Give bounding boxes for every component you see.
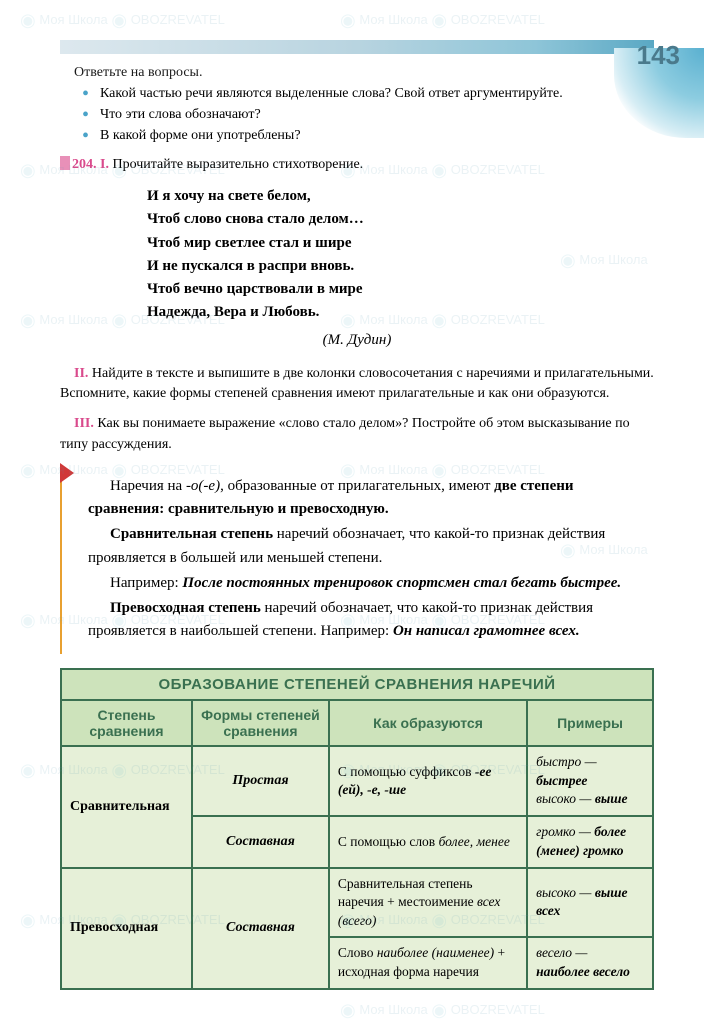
- page-content: 143 Ответьте на вопросы. Какой частью ре…: [0, 0, 704, 1010]
- table-header: Как образуются: [329, 700, 527, 746]
- degree-cell: Превосходная: [61, 868, 192, 988]
- poem-line: И не пускался в распри вновь.: [147, 255, 567, 278]
- table-row: Превосходная Составная Сравнительная сте…: [61, 868, 653, 937]
- questions-list: Какой частью речи являются выделенные сл…: [88, 83, 654, 146]
- questions-heading: Ответьте на вопросы.: [60, 62, 654, 83]
- table-header: Степень сравнения: [61, 700, 192, 746]
- task-ii: II. Найдите в тексте и выпишите в две ко…: [60, 364, 654, 405]
- degree-cell: Сравнительная: [61, 746, 192, 868]
- question-item: Что эти слова обозначают?: [88, 104, 654, 125]
- poem-line: Чтоб слово снова стало делом…: [147, 208, 567, 231]
- rule-p3: Например: После постоянных тренировок сп…: [88, 572, 646, 595]
- table-title-row: ОБРАЗОВАНИЕ СТЕПЕНЕЙ СРАВНЕНИЯ НАРЕЧИЙ: [61, 669, 653, 700]
- exercise-marker-icon: [60, 156, 70, 170]
- task-iii: III. Как вы понимаете выражение «слово с…: [60, 414, 654, 455]
- table-header-row: Степень сравнения Формы степеней сравнен…: [61, 700, 653, 746]
- exercise-number: 204.: [72, 157, 97, 172]
- how-cell: Сравнительная степень наречия + местоиме…: [329, 868, 527, 937]
- how-cell: С помощью суффиксов -ее (ей), -е, -ше: [329, 746, 527, 817]
- table-header: Формы степеней сравнения: [192, 700, 329, 746]
- form-cell: Простая: [192, 746, 329, 817]
- roman-iii: III.: [74, 416, 94, 431]
- question-item: В какой форме они употреблены?: [88, 125, 654, 146]
- poem-line: Надежда, Вера и Любовь.: [147, 301, 567, 324]
- poem-line: Чтоб вечно царствовали в мире: [147, 278, 567, 301]
- task-i-text: Прочитайте выразительно стихотворение.: [112, 157, 363, 172]
- rule-p1: Наречия на -о(-е), образованные от прила…: [88, 475, 646, 522]
- poem-line: И я хочу на свете белом,: [147, 185, 567, 208]
- task-iii-text: Как вы понимаете выражение «слово стало …: [60, 416, 630, 451]
- table-title: ОБРАЗОВАНИЕ СТЕПЕНЕЙ СРАВНЕНИЯ НАРЕЧИЙ: [61, 669, 653, 700]
- grammar-rule-block: Наречия на -о(-е), образованные от прила…: [60, 469, 654, 654]
- exercise-204-header: 204. I. Прочитайте выразительно стихотво…: [60, 156, 654, 173]
- question-item: Какой частью речи являются выделенные сл…: [88, 83, 654, 104]
- top-header-bar: [60, 40, 654, 54]
- rule-p4: Превосходная степень наречий обозначает,…: [88, 597, 646, 644]
- form-cell: Составная: [192, 868, 329, 988]
- table-header: Примеры: [527, 700, 653, 746]
- roman-i: I.: [100, 157, 109, 172]
- page-number: 143: [637, 40, 680, 71]
- degrees-table: ОБРАЗОВАНИЕ СТЕПЕНЕЙ СРАВНЕНИЯ НАРЕЧИЙ С…: [60, 668, 654, 990]
- task-ii-text: Найдите в тексте и выпишите в две колонк…: [60, 366, 654, 401]
- table-row: Сравнительная Простая С помощью суффиксо…: [61, 746, 653, 817]
- example-cell: высоко — выше всех: [527, 868, 653, 937]
- example-cell: весело — наиболее весело: [527, 937, 653, 989]
- roman-ii: II.: [74, 366, 88, 381]
- rule-p2: Сравнительная степень наречий обозначает…: [88, 523, 646, 570]
- poem-block: И я хочу на свете белом, Чтоб слово снов…: [147, 185, 567, 352]
- example-cell: громко — более (менее) громко: [527, 816, 653, 868]
- how-cell: С помощью слов более, менее: [329, 816, 527, 868]
- triangle-marker-icon: [60, 463, 74, 483]
- form-cell: Составная: [192, 816, 329, 868]
- poem-author: (М. Дудин): [147, 329, 567, 352]
- poem-line: Чтоб мир светлее стал и шире: [147, 232, 567, 255]
- example-cell: быстро — быстрее высоко — выше: [527, 746, 653, 817]
- how-cell: Слово наиболее (наименее) + исходная фор…: [329, 937, 527, 989]
